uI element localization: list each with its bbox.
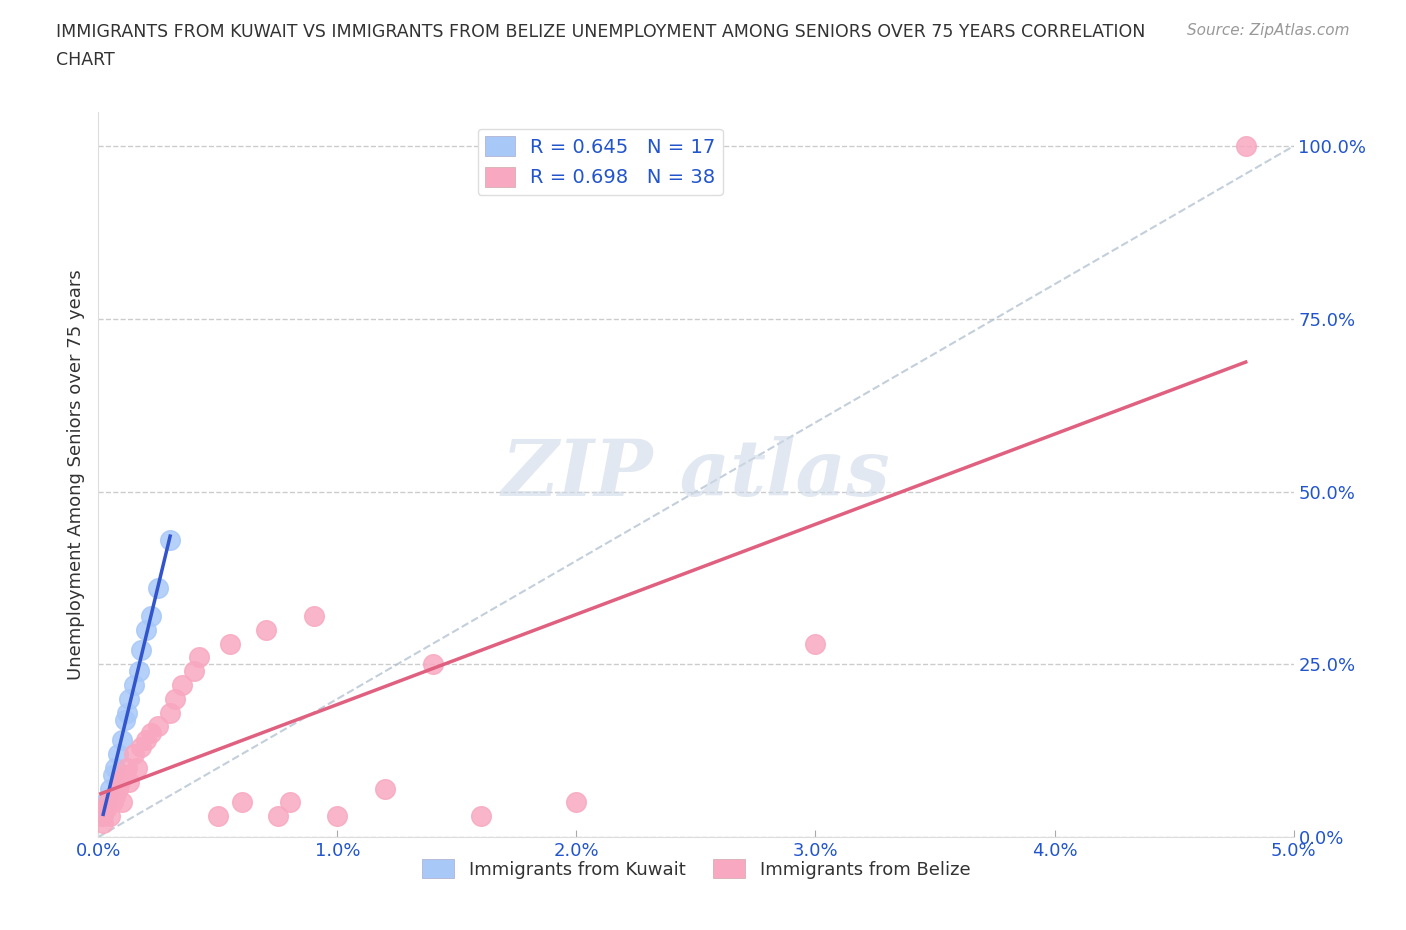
Text: Source: ZipAtlas.com: Source: ZipAtlas.com [1187, 23, 1350, 38]
Point [219, 636, 242, 651]
Point [101, 795, 124, 810]
Point [128, 664, 150, 679]
Point [139, 726, 162, 741]
Point [135, 733, 157, 748]
Point [125, 761, 148, 776]
Point [565, 795, 588, 810]
Point [139, 608, 162, 623]
Point [278, 795, 301, 810]
Point [254, 622, 277, 637]
Point [111, 733, 134, 748]
Point [374, 781, 396, 796]
Point [148, 581, 170, 596]
Text: ZIP atlas: ZIP atlas [502, 436, 890, 512]
Point [104, 788, 127, 803]
Point [98, 781, 122, 796]
Point [91, 816, 114, 830]
Point [124, 747, 146, 762]
Text: IMMIGRANTS FROM KUWAIT VS IMMIGRANTS FROM BELIZE UNEMPLOYMENT AMONG SENIORS OVER: IMMIGRANTS FROM KUWAIT VS IMMIGRANTS FRO… [56, 23, 1146, 41]
Point [326, 809, 349, 824]
Text: CHART: CHART [56, 51, 115, 69]
Point [131, 643, 153, 658]
Point [804, 636, 827, 651]
Point [302, 608, 325, 623]
Point [131, 739, 153, 754]
Point [163, 691, 186, 706]
Point [422, 657, 444, 671]
Point [118, 775, 141, 790]
Point [98, 809, 122, 824]
Point [107, 781, 129, 796]
Point [114, 712, 136, 727]
Point [231, 795, 253, 810]
Point [115, 705, 138, 720]
Point [104, 761, 127, 776]
Point [470, 809, 492, 824]
Point [91, 809, 114, 824]
Y-axis label: Unemployment Among Seniors over 75 years: Unemployment Among Seniors over 75 years [66, 269, 84, 680]
Point [187, 650, 209, 665]
Point [1234, 139, 1257, 153]
Point [148, 719, 170, 734]
Point [135, 622, 157, 637]
Point [159, 705, 181, 720]
Point [115, 761, 138, 776]
Point [183, 664, 205, 679]
Point [111, 795, 134, 810]
Point [94, 795, 117, 810]
Point [114, 767, 136, 782]
Point [172, 678, 194, 693]
Point [124, 678, 146, 693]
Point [107, 747, 129, 762]
Legend: R = 0.645   N = 17, R = 0.698   N = 38: R = 0.645 N = 17, R = 0.698 N = 38 [478, 128, 723, 195]
Point [118, 691, 141, 706]
Point [207, 809, 229, 824]
Point [90, 809, 112, 824]
Point [94, 802, 117, 817]
Point [101, 767, 124, 782]
Point [108, 775, 131, 790]
Point [159, 533, 181, 548]
Point [267, 809, 290, 824]
Point [97, 795, 120, 810]
